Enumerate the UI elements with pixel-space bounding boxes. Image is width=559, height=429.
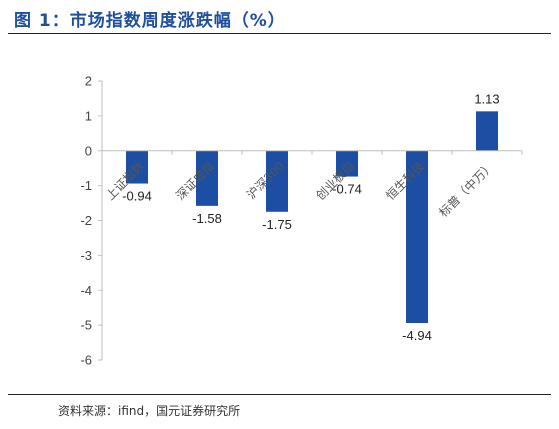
value-label: -1.75 — [262, 217, 292, 232]
y-tick-label: 0 — [85, 143, 92, 158]
source-note: 资料来源：ifind，国元证券研究所 — [58, 404, 241, 418]
bar-6 — [476, 111, 498, 151]
bar-3 — [266, 150, 288, 212]
bar-1 — [126, 150, 148, 184]
y-tick-label: -3 — [80, 248, 92, 263]
bar-4 — [336, 150, 358, 177]
title-rule — [8, 33, 551, 34]
bar-5 — [406, 150, 428, 324]
value-label: 1.13 — [474, 91, 499, 106]
value-label: -1.58 — [192, 211, 222, 226]
y-tick-label: -4 — [80, 283, 92, 298]
y-tick-label: 1 — [85, 108, 92, 123]
y-tick-label: -5 — [80, 318, 92, 333]
y-tick-label: -6 — [80, 353, 92, 368]
value-label: -4.94 — [402, 328, 432, 343]
value-label: -0.94 — [122, 189, 152, 204]
chart-title: 图 1：市场指数周度涨跌幅（%） — [14, 11, 286, 31]
y-tick-label: -1 — [80, 178, 92, 193]
y-tick-label: 2 — [85, 74, 92, 89]
footer-rule — [8, 394, 551, 395]
bar-2 — [196, 150, 218, 206]
category-label: 标普（中万） — [436, 158, 498, 220]
y-tick-label: -2 — [80, 213, 92, 228]
value-label: -0.74 — [332, 182, 362, 197]
